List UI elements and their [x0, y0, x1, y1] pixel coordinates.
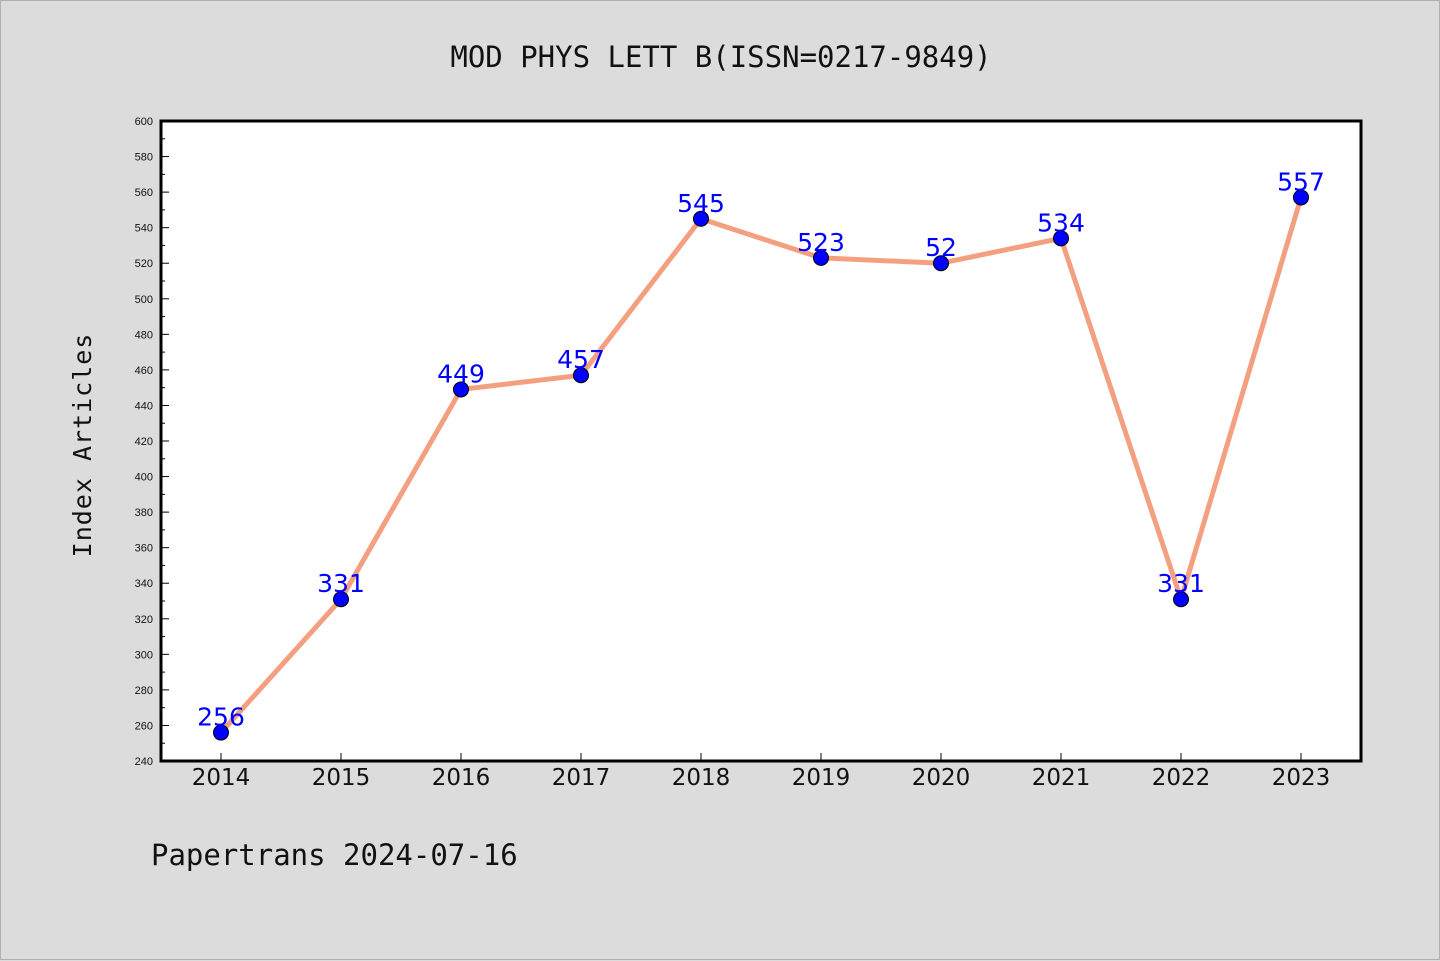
- data-point: [813, 249, 829, 266]
- y-tick-label: 240: [135, 756, 153, 768]
- plot-background: [161, 121, 1361, 761]
- x-tick-label: 2020: [912, 765, 971, 791]
- plot-area: [161, 121, 1361, 761]
- y-axis-label: Index Articles: [68, 333, 97, 558]
- series-line: [218, 194, 1304, 736]
- y-tick-label: 340: [135, 578, 153, 590]
- data-label: 457: [557, 345, 605, 374]
- y-tick-label: 560: [135, 187, 153, 199]
- data-label: 545: [677, 189, 725, 218]
- x-tick-label: 2016: [432, 765, 491, 791]
- y-tick-label: 320: [135, 614, 153, 626]
- y-tick-label: 540: [135, 223, 153, 235]
- data-label: 256: [197, 703, 245, 732]
- data-point: [1293, 189, 1309, 206]
- data-label: 557: [1277, 167, 1325, 196]
- y-tick-label: 600: [135, 116, 153, 128]
- data-point: [453, 381, 469, 398]
- data-label: 449: [437, 359, 485, 388]
- y-tick-label: 480: [135, 329, 153, 341]
- x-tick-label: 2018: [672, 765, 731, 791]
- data-point: [573, 367, 589, 384]
- x-tick-label: 2014: [192, 765, 251, 791]
- x-tick-label: 2015: [312, 765, 371, 791]
- y-tick-label: 360: [135, 543, 153, 555]
- data-point: [1173, 591, 1189, 608]
- x-axis-ticks: 2014 2015 2016 2017 2018 2019 2020 2021 2022 2023: [192, 753, 1331, 791]
- plot-border: [159, 119, 1363, 763]
- chart-title: MOD PHYS LETT B(ISSN=0217-9849): [450, 40, 991, 74]
- data-label: 534: [1037, 208, 1085, 237]
- y-tick-label: 520: [135, 258, 153, 270]
- x-tick-label: 2017: [552, 765, 611, 791]
- x-tick-label: 2022: [1152, 765, 1211, 791]
- y-tick-label: 440: [135, 400, 153, 412]
- data-point: [333, 591, 349, 608]
- y-tick-label: 420: [135, 436, 153, 448]
- y-tick-label: 580: [135, 152, 153, 164]
- x-tick-label: 2021: [1032, 765, 1091, 791]
- data-label: 523: [797, 228, 845, 257]
- y-tick-label: 500: [135, 294, 153, 306]
- data-point: [1053, 230, 1069, 247]
- x-tick-label: 2019: [792, 765, 851, 791]
- y-tick-label: 400: [135, 472, 153, 484]
- y-tick-label: 460: [135, 365, 153, 377]
- data-point: [933, 255, 949, 272]
- y-tick-label: 260: [135, 720, 153, 732]
- series-group: 256 331 449 457 545 523 52 534 331 557: [197, 167, 1325, 741]
- y-tick-label: 280: [135, 685, 153, 697]
- y-axis-ticks: 240 260 280 300 320 340 360 380 400 420 440 460 480 5…: [135, 116, 169, 768]
- footer-source-date: Papertrans 2024-07-16: [151, 838, 518, 872]
- data-point: [213, 724, 229, 741]
- data-label: 331: [317, 569, 365, 598]
- x-tick-label: 2023: [1272, 765, 1331, 791]
- data-point: [693, 210, 709, 227]
- y-tick-label: 380: [135, 507, 153, 519]
- y-tick-label: 300: [135, 649, 153, 661]
- data-label: 331: [1157, 569, 1205, 598]
- data-label: 52: [925, 233, 957, 262]
